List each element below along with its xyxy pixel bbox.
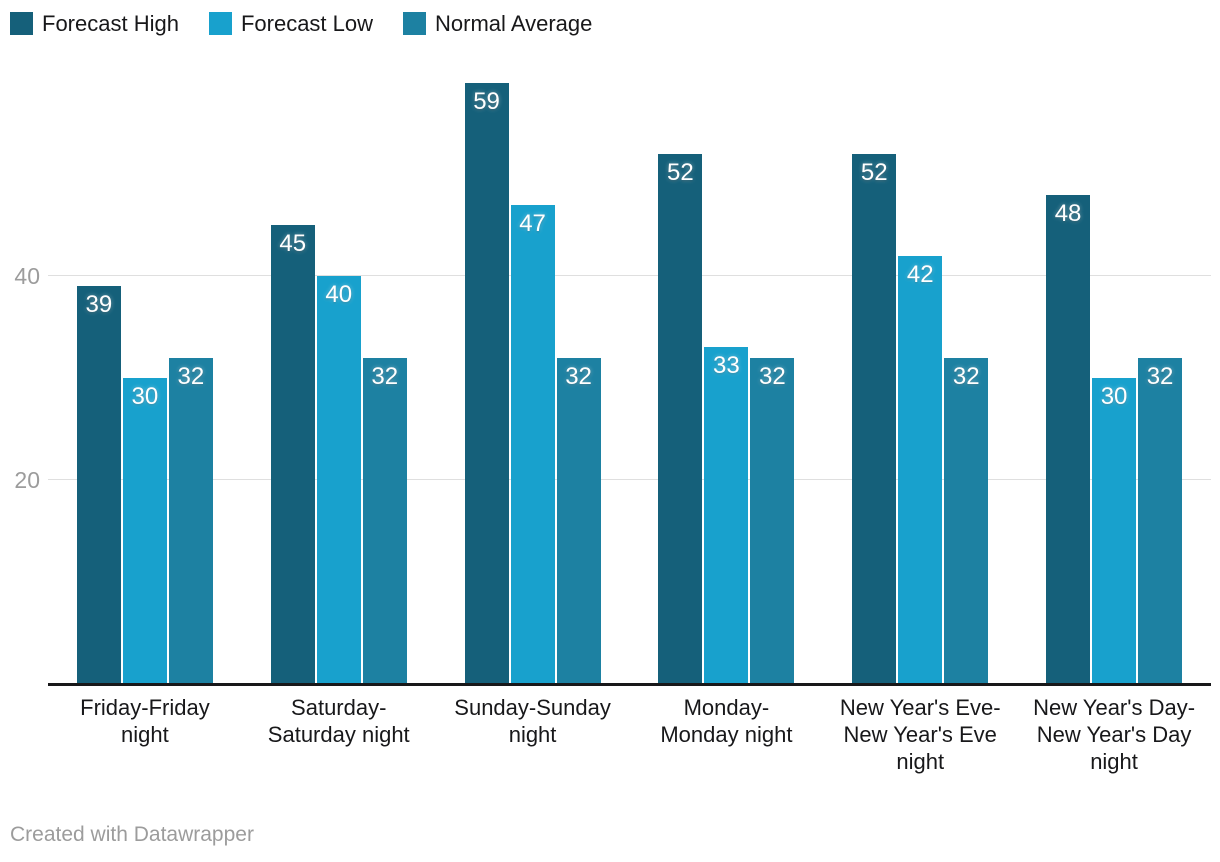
legend-swatch	[208, 12, 232, 35]
bar-value-label: 52	[667, 159, 694, 187]
category-label: New Year's Eve- New Year's Eve night	[839, 695, 1001, 774]
bar-group: 52 42 32	[823, 83, 1017, 683]
category-label: Friday-Friday night	[80, 695, 210, 747]
bar-forecast-low: 30	[1092, 377, 1137, 683]
legend-item: Forecast High	[10, 12, 179, 35]
bar-normal-average: 32	[168, 357, 213, 683]
legend-swatch	[403, 12, 427, 35]
bar-forecast-high: 45	[270, 225, 315, 683]
bar-group: 59 47 32	[436, 83, 630, 683]
y-tick-label: 20	[14, 467, 40, 493]
bar-normal-average: 32	[1138, 357, 1183, 683]
bar-forecast-high: 39	[76, 286, 121, 683]
bar-value-label: 48	[1054, 199, 1082, 227]
bar-forecast-low: 30	[122, 377, 167, 683]
bar-value-label: 42	[906, 260, 934, 288]
bar-value-label: 59	[473, 88, 500, 115]
bar-group: 39 30 32	[48, 83, 242, 683]
legend-swatch	[10, 12, 33, 35]
category-label: New Year's Day- New Year's Day night	[1033, 695, 1196, 774]
credit-footer: Created with Datawrapper	[10, 823, 254, 847]
gridline-40	[48, 275, 1211, 276]
bar-value-label: 32	[952, 362, 980, 390]
bar-value-label: 33	[713, 352, 740, 380]
gridline-20	[48, 479, 1211, 480]
bar-forecast-high: 48	[1046, 194, 1091, 683]
category-label: Saturday- Saturday night	[267, 695, 410, 747]
legend: Forecast High Forecast Low Normal Average	[10, 12, 592, 35]
x-axis-labels: Friday-Friday night Saturday- Saturday ni…	[48, 694, 1211, 775]
bar-value-label: 45	[279, 230, 307, 258]
y-tick-label: 40	[14, 263, 40, 289]
bar-forecast-low: 33	[704, 347, 749, 683]
bar-normal-average: 32	[556, 357, 601, 683]
legend-item-label: Forecast High	[42, 11, 179, 36]
bar-group: 52 33 32	[629, 83, 823, 683]
bar-forecast-high: 52	[658, 154, 703, 683]
credit-text: Created with Datawrapper	[10, 823, 254, 846]
bar-normal-average: 32	[362, 357, 407, 683]
category-label: Sunday-Sunday night	[454, 695, 611, 747]
legend-item: Forecast Low	[208, 11, 374, 36]
bar-value-label: 30	[1100, 382, 1128, 410]
bar-value-label: 52	[860, 159, 888, 187]
bar-group: 45 40 32	[242, 83, 436, 683]
bar-value-label: 32	[565, 362, 592, 390]
bar-normal-average: 32	[750, 357, 795, 683]
bar-group: 48 30 32	[1017, 83, 1211, 683]
bar-value-label: 40	[325, 281, 353, 309]
legend-item-label: Forecast Low	[240, 11, 374, 36]
bar-value-label: 30	[131, 382, 159, 410]
bar-normal-average: 32	[944, 357, 989, 683]
bar-value-label: 47	[519, 210, 546, 238]
bar-forecast-low: 42	[898, 255, 943, 683]
bar-value-label: 32	[759, 362, 786, 390]
bar-forecast-high: 59	[464, 83, 509, 683]
bar-value-label: 32	[371, 362, 399, 390]
bar-value-label: 32	[1146, 362, 1174, 390]
plot-area: 20 40 39 30 32 45 40 32 59 47 32 52 33 32 52 42 32 48 30 3…	[14, 83, 1211, 686]
bar-groups: 39 30 32 45 40 32 59 47 32 52 33 32 52 42 32 48 30 32	[48, 83, 1211, 683]
bar-value-label: 39	[85, 291, 113, 319]
bar-value-label: 32	[177, 362, 205, 390]
bar-forecast-high: 52	[852, 154, 897, 683]
legend-item-label: Normal Average	[435, 11, 593, 36]
category-label: Monday- Monday night	[660, 695, 793, 747]
bar-forecast-low: 40	[316, 276, 361, 683]
bar-forecast-low: 47	[510, 205, 555, 683]
legend-item: Normal Average	[403, 12, 592, 35]
